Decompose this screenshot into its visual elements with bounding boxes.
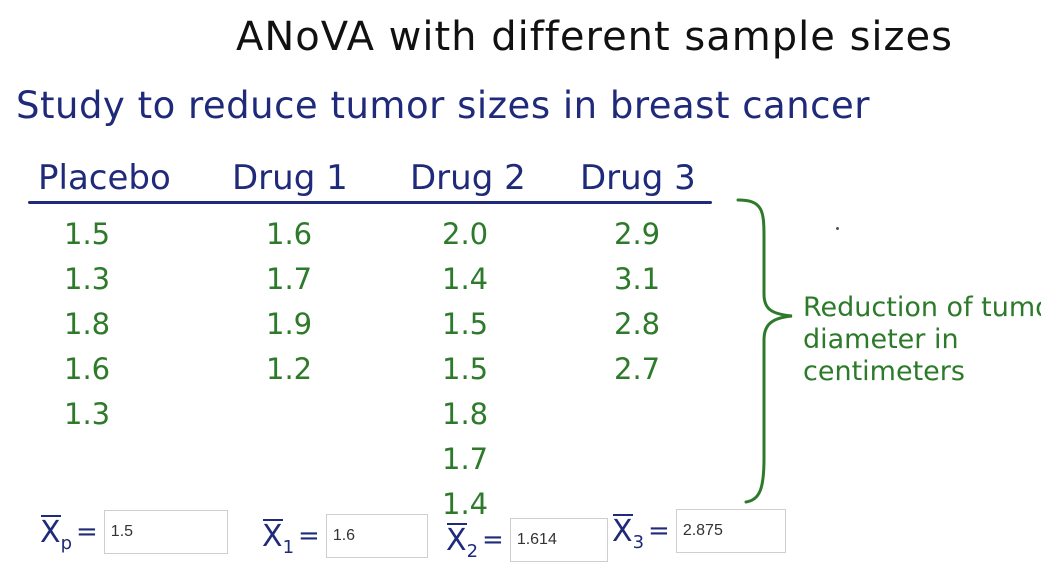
list-item: 1.5 bbox=[442, 352, 489, 386]
equals-sign: = bbox=[482, 525, 504, 555]
mean-drug-2-input[interactable] bbox=[509, 518, 608, 562]
header-drug-3: Drug 3 bbox=[580, 158, 696, 198]
mean-drug-3: X3 = bbox=[612, 509, 786, 553]
drug-3-column: 2.9 3.1 2.8 2.7 bbox=[614, 212, 660, 392]
mean-drug-1-input[interactable] bbox=[325, 514, 428, 558]
list-item: 2.0 bbox=[442, 217, 489, 251]
drug-1-column: 1.6 1.7 1.9 1.2 bbox=[266, 212, 312, 392]
brace-label-line: centimeters bbox=[803, 356, 965, 387]
list-item: 2.7 bbox=[614, 352, 661, 386]
header-drug-1: Drug 1 bbox=[232, 158, 348, 198]
list-item: 1.3 bbox=[64, 262, 111, 296]
page-title: ANoVA with different sample sizes bbox=[236, 14, 953, 60]
curly-brace bbox=[736, 198, 793, 504]
list-item: 1.6 bbox=[266, 217, 313, 251]
list-item: 1.8 bbox=[64, 307, 111, 341]
drug-2-column: 2.0 1.4 1.5 1.5 1.8 1.7 1.4 bbox=[442, 212, 488, 527]
list-item: 1.6 bbox=[64, 352, 111, 386]
brace-label-line: Reduction of tumor bbox=[803, 292, 1041, 323]
mean-symbol: X1 bbox=[262, 518, 295, 558]
mean-placebo-input[interactable] bbox=[103, 510, 228, 554]
list-item: 1.5 bbox=[64, 217, 111, 251]
equals-sign: = bbox=[298, 521, 320, 551]
mean-symbol: X3 bbox=[612, 513, 645, 553]
brace-label: Reduction of tumor diameter in centimete… bbox=[803, 292, 1041, 388]
list-item: 1.3 bbox=[64, 397, 111, 431]
equals-sign: = bbox=[76, 517, 98, 547]
header-drug-2: Drug 2 bbox=[410, 158, 526, 198]
stray-dot bbox=[836, 227, 839, 230]
list-item: 3.1 bbox=[614, 262, 661, 296]
mean-symbol: Xp bbox=[40, 514, 72, 554]
mean-symbol: X2 bbox=[446, 522, 479, 562]
list-item: 1.7 bbox=[266, 262, 313, 296]
list-item: 1.4 bbox=[442, 262, 489, 296]
study-subtitle: Study to reduce tumor sizes in breast ca… bbox=[16, 84, 870, 127]
mean-drug-1: X1 = bbox=[262, 514, 428, 558]
list-item: 1.2 bbox=[266, 352, 313, 386]
brace-label-line: diameter in bbox=[803, 324, 959, 355]
list-item: 1.9 bbox=[266, 307, 313, 341]
list-item: 2.8 bbox=[614, 307, 661, 341]
equals-sign: = bbox=[648, 516, 670, 546]
list-item: 1.4 bbox=[442, 487, 489, 521]
mean-drug-3-input[interactable] bbox=[675, 509, 786, 553]
placebo-column: 1.5 1.3 1.8 1.6 1.3 bbox=[64, 212, 110, 437]
header-underline bbox=[28, 201, 712, 204]
mean-drug-2: X2 = bbox=[446, 518, 608, 562]
list-item: 1.5 bbox=[442, 307, 489, 341]
header-placebo: Placebo bbox=[38, 158, 171, 198]
list-item: 1.8 bbox=[442, 397, 489, 431]
list-item: 1.7 bbox=[442, 442, 489, 476]
mean-placebo: Xp = bbox=[40, 510, 228, 554]
list-item: 2.9 bbox=[614, 217, 661, 251]
